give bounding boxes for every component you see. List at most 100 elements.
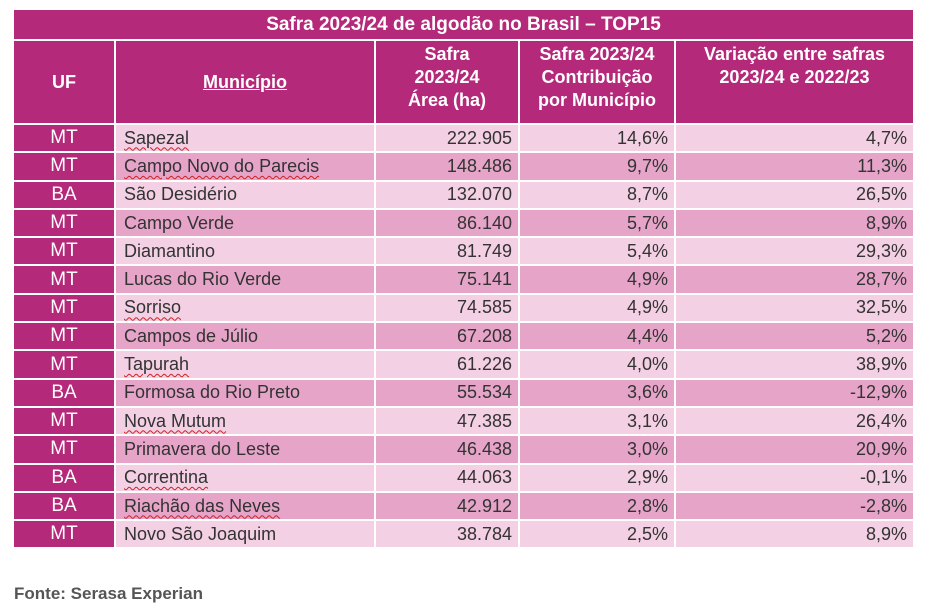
row-variacao: 11,3% xyxy=(674,151,915,182)
row-uf: MT xyxy=(12,349,116,380)
cotton-harvest-table-container: Safra 2023/24 de algodão no Brasil – TOP… xyxy=(12,8,915,550)
table-row: MT Campo Verde 86.140 5,7% 8,9% xyxy=(12,207,915,239)
row-municipio: Nova Mutum xyxy=(114,405,376,437)
row-variacao: 8,9% xyxy=(674,207,915,239)
header-area-line2: 2023/24 xyxy=(414,67,480,87)
row-uf: MT xyxy=(12,264,116,295)
row-area: 55.534 xyxy=(374,377,520,408)
row-uf: BA xyxy=(12,462,116,493)
row-variacao: -2,8% xyxy=(674,490,915,522)
row-contrib: 4,9% xyxy=(518,264,676,295)
cotton-harvest-table: Safra 2023/24 de algodão no Brasil – TOP… xyxy=(12,8,915,550)
header-contrib-line1: Safra 2023/24 xyxy=(539,44,655,64)
row-variacao: -12,9% xyxy=(674,377,915,408)
row-contrib: 2,5% xyxy=(518,519,676,550)
row-contrib: 8,7% xyxy=(518,179,676,210)
row-municipio: Campo Novo do Parecis xyxy=(114,151,376,182)
row-area: 222.905 xyxy=(374,122,520,154)
row-uf: MT xyxy=(12,236,116,267)
row-area: 132.070 xyxy=(374,179,520,210)
row-variacao: 28,7% xyxy=(674,264,915,295)
row-area: 67.208 xyxy=(374,321,520,352)
row-variacao: 32,5% xyxy=(674,292,915,324)
row-municipio: Tapurah xyxy=(114,349,376,380)
row-contrib: 3,6% xyxy=(518,377,676,408)
row-municipio-label: Nova Mutum xyxy=(124,410,227,431)
row-municipio-label: Campo Novo do Parecis xyxy=(124,155,320,176)
table-row: MT Tapurah 61.226 4,0% 38,9% xyxy=(12,349,915,380)
row-municipio-label: Sapezal xyxy=(124,127,190,148)
row-uf: MT xyxy=(12,151,116,182)
header-variacao: Variação entre safras 2023/24 e 2022/23 xyxy=(674,39,915,125)
row-contrib: 4,9% xyxy=(518,292,676,324)
row-municipio-label: Sorriso xyxy=(124,297,182,318)
row-contrib: 3,1% xyxy=(518,405,676,437)
row-uf: MT xyxy=(12,405,116,437)
row-variacao: 26,4% xyxy=(674,405,915,437)
row-variacao: 5,2% xyxy=(674,321,915,352)
row-municipio: Sapezal xyxy=(114,122,376,154)
row-contrib: 2,9% xyxy=(518,462,676,493)
row-uf: MT xyxy=(12,122,116,154)
header-contrib: Safra 2023/24 Contribuição por Município xyxy=(518,39,676,125)
row-uf: BA xyxy=(12,377,116,408)
table-row: MT Campo Novo do Parecis 148.486 9,7% 11,3% xyxy=(12,151,915,182)
row-municipio-label: Tapurah xyxy=(124,354,190,375)
header-municipio: Município xyxy=(114,39,376,125)
row-municipio-label: Riachão das Neves xyxy=(124,495,281,516)
row-municipio-label: Correntina xyxy=(124,467,209,488)
row-contrib: 4,4% xyxy=(518,321,676,352)
row-area: 86.140 xyxy=(374,207,520,239)
table-row: MT Sapezal 222.905 14,6% 4,7% xyxy=(12,122,915,154)
row-uf: MT xyxy=(12,321,116,352)
header-area-line3: Área (ha) xyxy=(407,90,487,110)
table-row: BA Riachão das Neves 42.912 2,8% -2,8% xyxy=(12,490,915,522)
table-row: MT Diamantino 81.749 5,4% 29,3% xyxy=(12,236,915,267)
row-area: 46.438 xyxy=(374,434,520,465)
row-variacao: 4,7% xyxy=(674,122,915,154)
header-area-line1: Safra xyxy=(424,44,470,64)
header-municipio-label: Município xyxy=(203,71,287,92)
table-row: BA São Desidério 132.070 8,7% 26,5% xyxy=(12,179,915,210)
row-municipio: Novo São Joaquim xyxy=(114,519,376,550)
row-uf: MT xyxy=(12,519,116,550)
header-contrib-line3: por Município xyxy=(538,90,656,110)
row-area: 61.226 xyxy=(374,349,520,380)
row-area: 81.749 xyxy=(374,236,520,267)
table-row: MT Primavera do Leste 46.438 3,0% 20,9% xyxy=(12,434,915,465)
row-uf: MT xyxy=(12,292,116,324)
row-variacao: 20,9% xyxy=(674,434,915,465)
row-uf: MT xyxy=(12,207,116,239)
header-variacao-line2: 2023/24 e 2022/23 xyxy=(719,67,870,87)
row-contrib: 9,7% xyxy=(518,151,676,182)
row-variacao: -0,1% xyxy=(674,462,915,493)
row-uf: BA xyxy=(12,490,116,522)
row-variacao: 8,9% xyxy=(674,519,915,550)
row-area: 74.585 xyxy=(374,292,520,324)
table-title: Safra 2023/24 de algodão no Brasil – TOP… xyxy=(12,8,915,41)
table-row: BA Correntina 44.063 2,9% -0,1% xyxy=(12,462,915,493)
row-contrib: 3,0% xyxy=(518,434,676,465)
row-area: 47.385 xyxy=(374,405,520,437)
table-row: MT Lucas do Rio Verde 75.141 4,9% 28,7% xyxy=(12,264,915,295)
row-municipio: Diamantino xyxy=(114,236,376,267)
header-uf: UF xyxy=(12,39,116,125)
row-area: 38.784 xyxy=(374,519,520,550)
header-area: Safra 2023/24 Área (ha) xyxy=(374,39,520,125)
row-variacao: 26,5% xyxy=(674,179,915,210)
row-area: 44.063 xyxy=(374,462,520,493)
table-body: MT Sapezal 222.905 14,6% 4,7% MT Campo Novo do… xyxy=(12,122,915,550)
row-contrib: 5,7% xyxy=(518,207,676,239)
header-variacao-line1: Variação entre safras xyxy=(703,44,886,64)
table-row: BA Formosa do Rio Preto 55.534 3,6% -12,9% xyxy=(12,377,915,408)
row-contrib: 4,0% xyxy=(518,349,676,380)
row-variacao: 29,3% xyxy=(674,236,915,267)
table-row: MT Nova Mutum 47.385 3,1% 26,4% xyxy=(12,405,915,437)
row-area: 42.912 xyxy=(374,490,520,522)
row-municipio: Formosa do Rio Preto xyxy=(114,377,376,408)
header-contrib-line2: Contribuição xyxy=(541,67,653,87)
source-note: Fonte: Serasa Experian xyxy=(14,584,203,603)
row-contrib: 14,6% xyxy=(518,122,676,154)
row-uf: MT xyxy=(12,434,116,465)
row-municipio: Campos de Júlio xyxy=(114,321,376,352)
